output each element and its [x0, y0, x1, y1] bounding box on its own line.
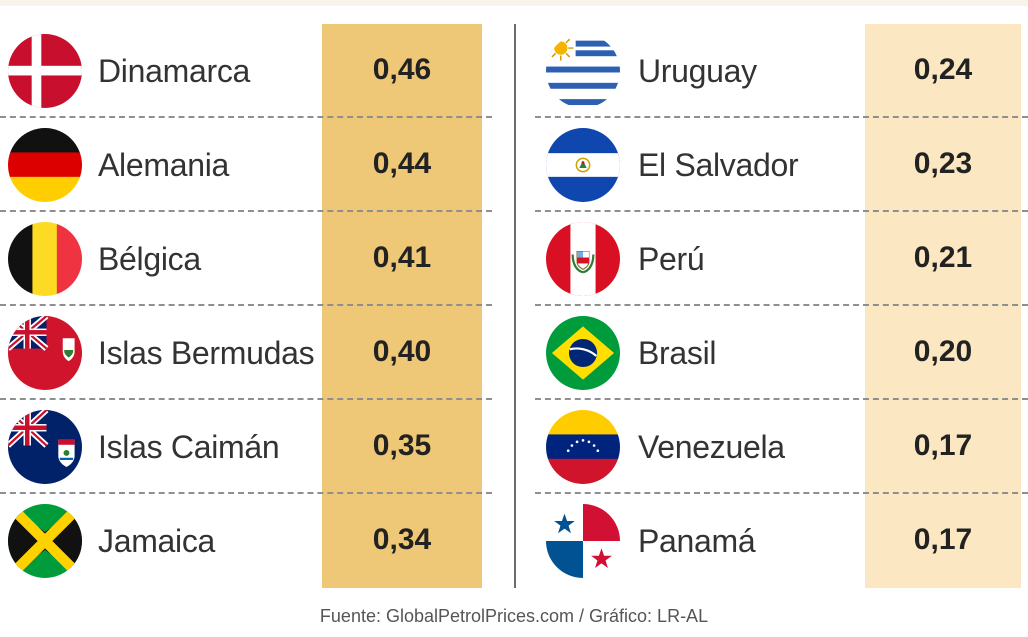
right-value-band [865, 24, 1021, 588]
value-label: 0,20 [913, 335, 973, 368]
row-separator [535, 304, 1028, 306]
top-band [0, 0, 1028, 6]
value-label: 0,21 [913, 241, 973, 274]
row-separator [535, 398, 1028, 400]
row-separator [535, 210, 1028, 212]
value-label: 0,23 [913, 147, 973, 180]
row-separator [535, 116, 1028, 118]
country-label: Brasil [638, 335, 717, 371]
country-label: El Salvador [638, 147, 799, 183]
left-value-band [322, 24, 482, 588]
brazil-flag-icon [546, 316, 620, 390]
source-note: Fuente: GlobalPetrolPrices.com / Gráfico… [319, 606, 709, 626]
table-row-brasil: Brasil 0,20 [535, 306, 1028, 400]
value-label: 0,34 [372, 523, 432, 556]
table-row-panama: Panamá 0,17 [535, 494, 1028, 588]
row-separator [0, 492, 492, 494]
value-label: 0,40 [372, 335, 432, 368]
el-salvador-flag-icon [546, 128, 620, 202]
value-label: 0,17 [913, 523, 973, 556]
table-row-peru: Perú 0,21 [535, 212, 1028, 306]
belgium-flag-icon [8, 222, 82, 296]
value-label: 0,17 [913, 429, 973, 462]
value-label: 0,35 [372, 429, 432, 462]
row-separator [0, 304, 492, 306]
value-label: 0,41 [372, 241, 432, 274]
row-separator [535, 492, 1028, 494]
panama-flag-icon [546, 504, 620, 578]
venezuela-flag-icon [546, 410, 620, 484]
peru-flag-icon [546, 222, 620, 296]
country-label: Islas Bermudas [98, 335, 315, 371]
table-row-jamaica: Jamaica 0,34 [0, 494, 492, 588]
bermuda-flag-icon [8, 316, 82, 390]
cayman-islands-flag-icon [8, 410, 82, 484]
column-divider [514, 24, 516, 588]
table-row-venezuela: Venezuela 0,17 [535, 400, 1028, 494]
table-row-dinamarca: Dinamarca 0,46 [0, 24, 492, 118]
country-label: Jamaica [98, 523, 216, 559]
value-label: 0,24 [913, 53, 973, 86]
jamaica-flag-icon [8, 504, 82, 578]
country-label: Bélgica [98, 241, 201, 277]
row-separator [0, 398, 492, 400]
germany-flag-icon [8, 128, 82, 202]
country-label: Panamá [638, 523, 756, 559]
uruguay-flag-icon [546, 34, 620, 108]
country-label: Venezuela [638, 429, 785, 465]
row-separator [0, 210, 492, 212]
country-label: Perú [638, 241, 705, 277]
table-row-alemania: Alemania 0,44 [0, 118, 492, 212]
country-label: Dinamarca [98, 53, 251, 89]
country-label: Alemania [98, 147, 230, 183]
value-label: 0,46 [372, 53, 432, 86]
country-label: Uruguay [638, 53, 757, 89]
table-row-islas-caiman: Islas Caimán 0,35 [0, 400, 492, 494]
table-row-islas-bermudas: Islas Bermudas 0,40 [0, 306, 492, 400]
country-label: Islas Caimán [98, 429, 280, 465]
table-row-el-salvador: El Salvador 0,23 [535, 118, 1028, 212]
row-separator [0, 116, 492, 118]
table-row-belgica: Bélgica 0,41 [0, 212, 492, 306]
value-label: 0,44 [372, 147, 432, 180]
table-row-uruguay: Uruguay 0,24 [535, 24, 1028, 118]
denmark-flag-icon [8, 34, 82, 108]
